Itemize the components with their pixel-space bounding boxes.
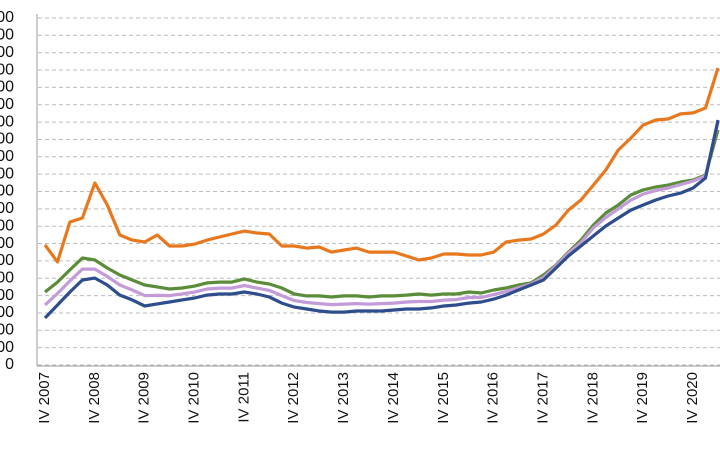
series-line (43, 119, 720, 320)
y-tick-label: 500 (0, 269, 14, 286)
y-tick-label: 800 (0, 217, 14, 234)
x-tick-label: IV 2014 (385, 372, 402, 424)
y-tick-label: 1700 (0, 61, 14, 78)
y-tick-label: 400 (0, 287, 14, 304)
x-tick-label: IV 2017 (534, 372, 551, 424)
x-tick-label: IV 2012 (285, 372, 302, 424)
series-line (44, 129, 720, 299)
series-line (43, 121, 720, 307)
y-tick-label: 300 (0, 304, 14, 321)
y-tick-label: 1100 (0, 165, 14, 182)
y-tick-label: 1800 (0, 44, 14, 61)
y-tick-label: 0 (5, 356, 14, 373)
x-tick-label: IV 2015 (435, 372, 452, 424)
x-tick-label: IV 2011 (235, 372, 252, 423)
y-tick-label: 900 (0, 200, 14, 217)
series-line (43, 67, 720, 264)
y-tick-label: 100 (0, 339, 14, 356)
x-tick-label: IV 2007 (36, 372, 53, 424)
x-tick-label: IV 2013 (335, 372, 352, 424)
y-tick-label: 200 (0, 322, 14, 339)
x-tick-label: IV 2016 (485, 372, 502, 424)
y-tick-label: 1400 (0, 113, 14, 130)
y-tick-label: 1300 (0, 131, 14, 148)
x-tick-label: IV 2019 (634, 372, 651, 424)
y-tick-label: 2000 (0, 9, 14, 26)
y-tick-label: 700 (0, 235, 14, 252)
y-tick-label: 1200 (0, 148, 14, 165)
x-tick-label: IV 2020 (684, 372, 701, 424)
y-tick-label: 1900 (0, 27, 14, 44)
y-tick-label: 1500 (0, 96, 14, 113)
x-tick-label: IV 2018 (584, 372, 601, 424)
y-tick-label: 1000 (0, 183, 14, 200)
y-tick-label: 600 (0, 252, 14, 269)
x-tick-label: IV 2010 (186, 372, 203, 424)
y-tick-label: 1600 (0, 79, 14, 96)
x-tick-label: IV 2009 (136, 372, 153, 424)
x-tick-label: IV 2008 (86, 372, 103, 424)
